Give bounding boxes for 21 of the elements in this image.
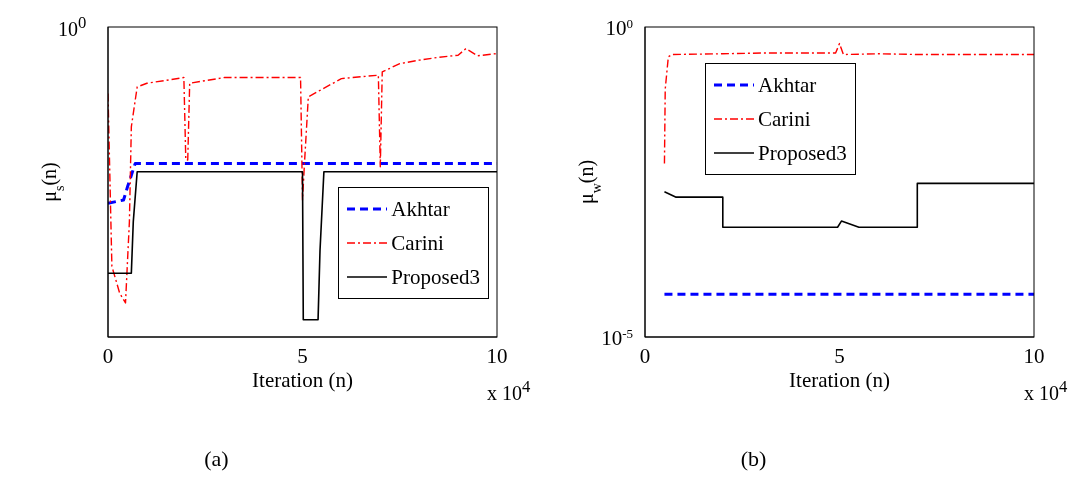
x-tick-label: 10 xyxy=(1023,344,1045,368)
y-tick-label: 10$^{-5}$ xyxy=(601,325,633,350)
line-series xyxy=(663,42,1034,165)
legend-label: Carini xyxy=(758,106,811,133)
text: x 10$^{4}$ xyxy=(1024,377,1068,405)
x-tick-label: 0 xyxy=(639,344,651,368)
text: (a) xyxy=(203,446,230,472)
text: x 10$^{4}$ xyxy=(487,377,531,405)
text: 10$^{0}$ xyxy=(58,13,87,41)
legend-label: Proposed3 xyxy=(758,140,847,167)
legend-label: Akhtar xyxy=(758,72,817,99)
x-tick-label: 10 xyxy=(486,344,508,368)
text: (b) xyxy=(739,446,768,472)
x-tick-label: 0 xyxy=(102,344,114,368)
x-tick-label: 5 xyxy=(297,344,308,368)
legend-label: Akhtar xyxy=(391,196,450,223)
x-axis-title: Iteration (n) xyxy=(789,368,890,392)
legend-label: Carini xyxy=(391,230,444,257)
legend-label: Proposed3 xyxy=(391,264,480,291)
x-tick-label: 5 xyxy=(834,344,845,368)
x-axis-title: Iteration (n) xyxy=(252,368,353,392)
